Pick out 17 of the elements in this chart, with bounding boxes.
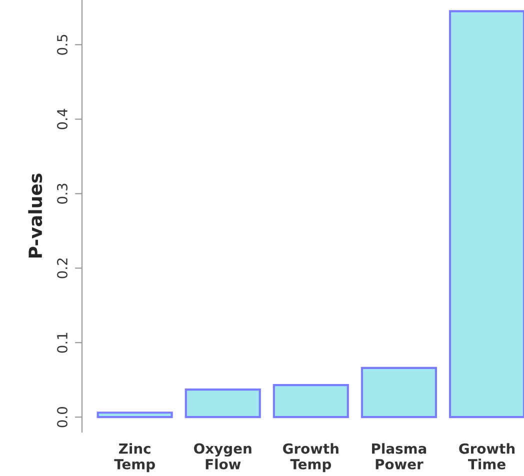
bar (360, 366, 437, 418)
y-axis-title: P-values (28, 174, 42, 258)
y-tick-label: 0.3 (57, 184, 68, 204)
bar (448, 10, 524, 418)
y-tick-label: 0.1 (57, 332, 68, 353)
bar (272, 384, 349, 418)
bar (184, 388, 261, 418)
x-tick-label: Growth Temp (283, 443, 338, 472)
bar (96, 412, 173, 418)
y-tick-label: 0.5 (57, 34, 68, 55)
x-tick-label: Oxygen Flow (194, 443, 252, 470)
x-tick-label: Plasma Power (372, 443, 426, 470)
x-tick-label: Zinc Temp (114, 443, 155, 472)
y-tick-label: 0.0 (57, 406, 68, 428)
x-tick-label: Growth Time (459, 443, 515, 470)
y-tick-label: 0.4 (57, 108, 68, 130)
y-tick-label: 0.2 (57, 258, 68, 278)
